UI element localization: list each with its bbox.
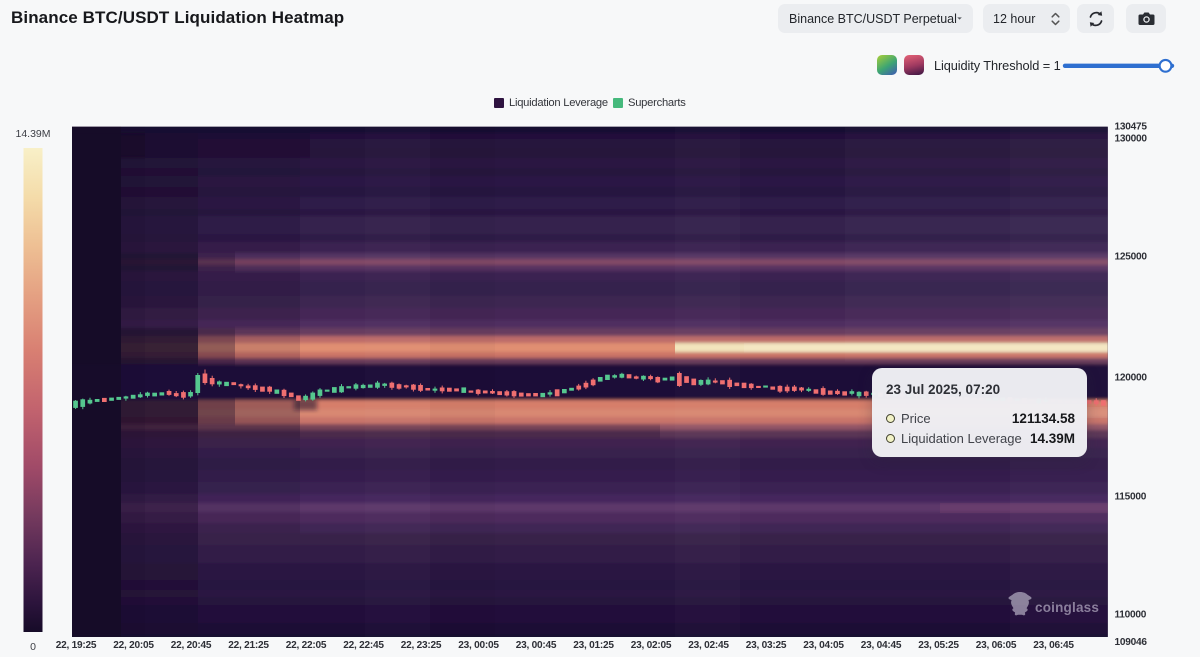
svg-text:109046: 109046 bbox=[1115, 637, 1148, 648]
svg-text:23, 00:05: 23, 00:05 bbox=[458, 640, 499, 651]
svg-text:23, 05:25: 23, 05:25 bbox=[918, 640, 959, 651]
svg-text:23, 04:05: 23, 04:05 bbox=[803, 640, 844, 651]
svg-text:110000: 110000 bbox=[1115, 610, 1147, 621]
svg-text:23, 00:45: 23, 00:45 bbox=[516, 640, 557, 651]
svg-text:130000: 130000 bbox=[1115, 134, 1148, 145]
svg-text:125000: 125000 bbox=[1115, 252, 1148, 263]
svg-text:22, 21:25: 22, 21:25 bbox=[228, 640, 269, 651]
svg-text:23, 04:45: 23, 04:45 bbox=[861, 640, 902, 651]
svg-text:22, 22:45: 22, 22:45 bbox=[343, 640, 384, 651]
svg-text:22, 19:25: 22, 19:25 bbox=[56, 640, 97, 651]
svg-text:23, 02:45: 23, 02:45 bbox=[688, 640, 729, 651]
svg-text:22, 22:05: 22, 22:05 bbox=[286, 640, 327, 651]
svg-text:22, 20:45: 22, 20:45 bbox=[171, 640, 212, 651]
svg-text:23, 06:45: 23, 06:45 bbox=[1033, 640, 1074, 651]
svg-text:130475: 130475 bbox=[1115, 122, 1148, 133]
svg-text:22, 20:05: 22, 20:05 bbox=[113, 640, 154, 651]
svg-text:0: 0 bbox=[30, 641, 36, 653]
svg-text:23, 06:05: 23, 06:05 bbox=[976, 640, 1017, 651]
svg-text:115000: 115000 bbox=[1115, 492, 1147, 503]
svg-text:120000: 120000 bbox=[1115, 373, 1148, 384]
svg-text:coinglass: coinglass bbox=[1035, 600, 1099, 615]
svg-text:22, 23:25: 22, 23:25 bbox=[401, 640, 442, 651]
svg-text:23, 02:05: 23, 02:05 bbox=[631, 640, 672, 651]
svg-text:23, 03:25: 23, 03:25 bbox=[746, 640, 787, 651]
svg-text:23, 01:25: 23, 01:25 bbox=[573, 640, 614, 651]
svg-text:14.39M: 14.39M bbox=[15, 128, 50, 140]
